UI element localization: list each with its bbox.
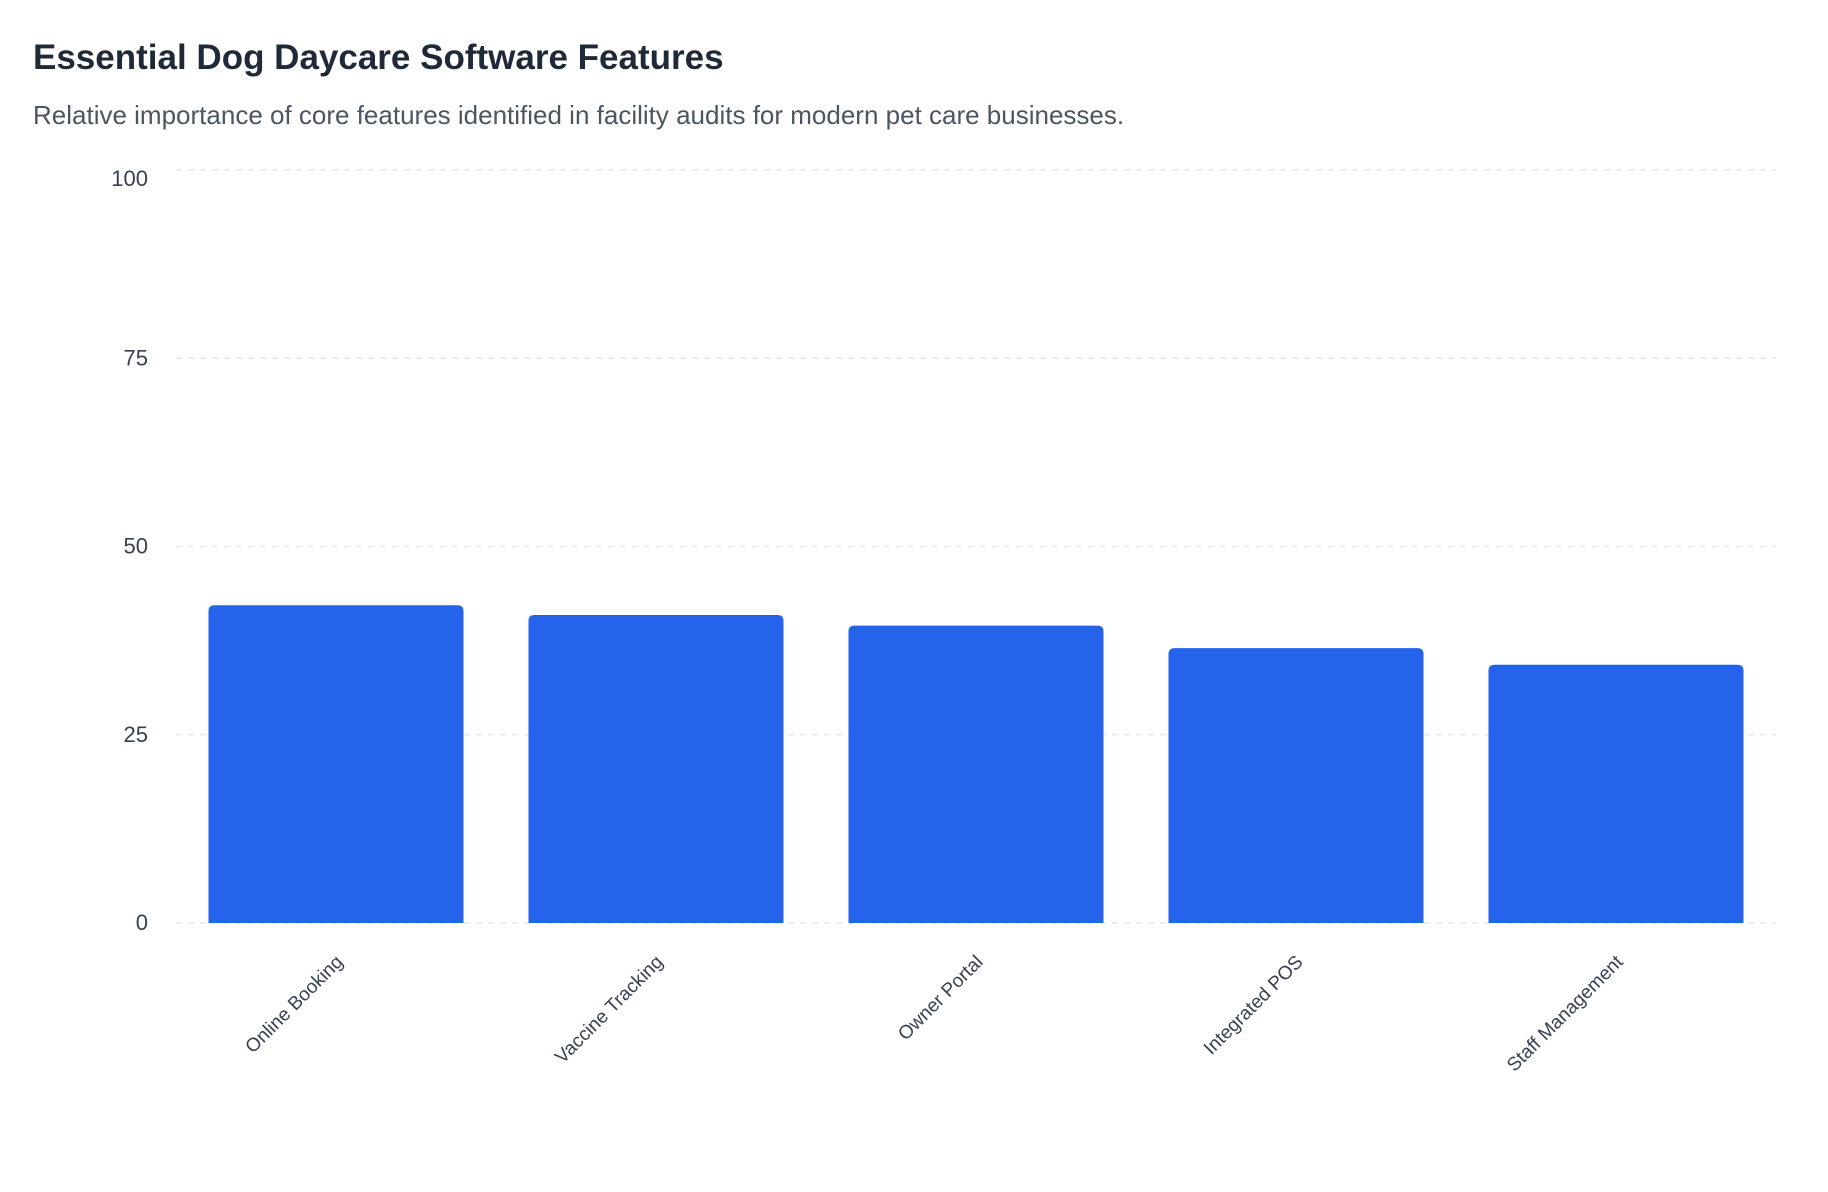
x-tick-label: Staff Management [1503,951,1628,1076]
bar [528,615,784,923]
y-tick-label: 0 [136,910,148,935]
y-tick-label: 100 [111,166,148,191]
bar [1488,664,1744,923]
y-tick-label: 25 [124,722,148,747]
y-tick-label: 50 [124,534,148,559]
x-tick-label: Online Booking [242,952,348,1058]
bar [1168,648,1424,923]
chart-title: Essential Dog Daycare Software Features [33,38,724,77]
chart-subtitle: Relative importance of core features ide… [33,100,1125,130]
bar [208,605,464,923]
x-tick-label: Owner Portal [894,952,987,1045]
bar [848,625,1104,923]
x-tick-label: Vaccine Tracking [551,952,667,1068]
y-tick-label: 75 [124,345,148,370]
x-tick-label: Integrated POS [1200,952,1307,1059]
